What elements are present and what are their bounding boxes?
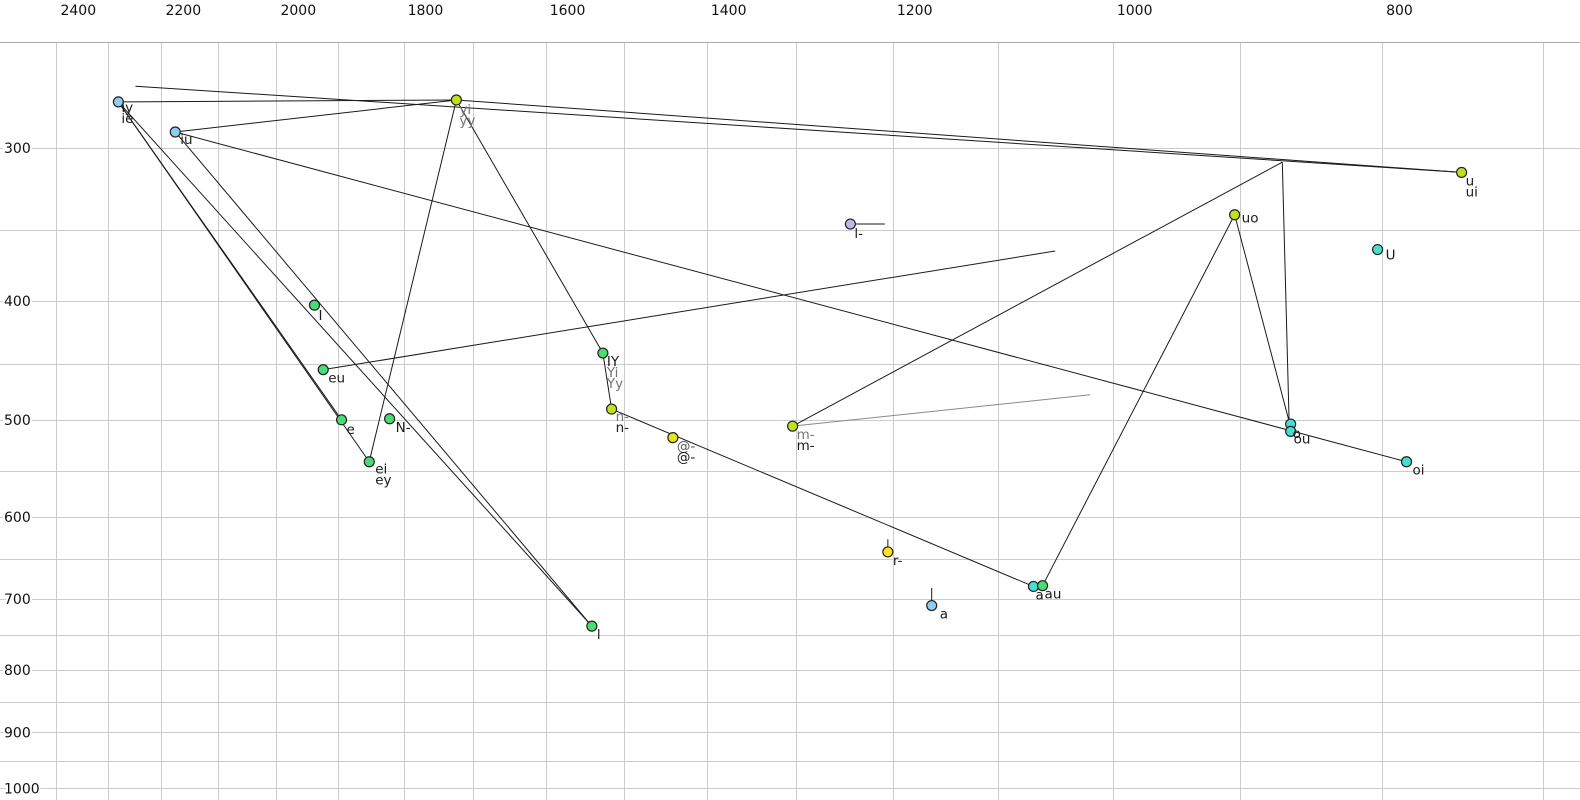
data-point-N-[interactable]	[384, 413, 396, 425]
point-label-ou: ou	[1294, 431, 1311, 447]
point-label-n-: n-	[616, 420, 630, 436]
trajectory-line-10	[368, 99, 457, 462]
point-label-iy: iy	[121, 100, 133, 116]
point-label-ey: ey	[375, 473, 391, 489]
data-point-I[interactable]	[308, 299, 321, 311]
point-label-uo: uo	[1242, 211, 1259, 227]
data-point-au[interactable]	[1036, 580, 1049, 592]
trajectory-line-9	[611, 408, 1034, 587]
data-point-IY[interactable]	[597, 347, 609, 359]
point-label-a: a	[940, 607, 948, 623]
trajectory-line-14	[792, 394, 1091, 427]
trajectory-line-18	[1042, 214, 1236, 586]
y-tick-900: 900	[4, 725, 31, 741]
point-label-a: a	[1035, 587, 1043, 603]
trajectory-line-4	[175, 99, 457, 133]
data-point-uo[interactable]	[1229, 209, 1241, 221]
y-tick-1000: 1000	[4, 781, 40, 797]
trajectory-line-19	[175, 131, 1407, 463]
point-label-I: I	[318, 308, 322, 324]
data-point-r-[interactable]	[882, 546, 894, 558]
trajectory-line-5	[456, 99, 1462, 173]
data-point-n-[interactable]	[606, 403, 618, 415]
point-label-au: au	[1045, 587, 1062, 603]
x-tick-800: 800	[1386, 3, 1413, 19]
data-point-iy[interactable]	[112, 96, 124, 108]
point-label-ui: ui	[1466, 184, 1478, 200]
x-axis-ticks: 2400 2200 2000 1800 1600 1400 1200 1000 800	[58, 1, 1414, 21]
trajectory-line-3	[174, 131, 593, 627]
data-point-@-[interactable]	[667, 432, 679, 444]
trajectory-line-0	[118, 99, 457, 103]
point-label-@-: @-	[677, 439, 696, 455]
point-label-iu: iu	[180, 132, 192, 148]
trajectory-line-6	[135, 85, 1462, 173]
data-point-u[interactable]	[1456, 166, 1468, 179]
y-tick-800: 800	[4, 663, 31, 679]
x-tick-1800: 1800	[408, 3, 444, 19]
x-tick-1000: 1000	[1117, 3, 1153, 19]
point-label-IY: IY	[607, 354, 620, 370]
x-tick-2000: 2000	[280, 3, 316, 19]
point-label-m-: m-	[797, 438, 815, 454]
point-label-@-: @-	[677, 450, 696, 466]
data-point-m-[interactable]	[786, 420, 799, 432]
point-label-ei: ei	[375, 462, 387, 478]
point-label-l: l	[597, 627, 601, 643]
data-point-yi[interactable]	[450, 94, 462, 106]
data-point-l-[interactable]	[844, 218, 856, 230]
x-tick-1400: 1400	[711, 3, 747, 19]
data-point-e[interactable]	[335, 414, 348, 426]
point-label-ie: ie	[121, 111, 133, 127]
trajectory-lines	[117, 85, 1462, 627]
data-point-U[interactable]	[1372, 243, 1384, 256]
point-label-yi: yi	[459, 102, 471, 118]
point-label-oi: oi	[1412, 463, 1424, 479]
y-tick-600: 600	[4, 510, 31, 526]
point-label-eu: eu	[328, 371, 345, 387]
point-label-N-: N-	[396, 420, 411, 436]
data-point-l[interactable]	[586, 620, 598, 632]
data-point-iu[interactable]	[169, 126, 181, 138]
y-tick-400: 400	[4, 294, 31, 310]
point-label-n-: n-	[616, 409, 630, 425]
data-point-ou[interactable]	[1285, 425, 1297, 437]
point-label-Yy: Yy	[606, 376, 623, 392]
y-tick-300: 300	[4, 141, 31, 157]
data-point-a[interactable]	[926, 599, 938, 612]
point-label-u: u	[1466, 173, 1475, 189]
point-label-yy: yy	[459, 113, 475, 129]
y-tick-500: 500	[4, 413, 31, 429]
trajectory-line-13	[792, 161, 1283, 427]
point-label-U: U	[1386, 248, 1396, 264]
y-axis-ticks: 300 400 500 600 700 800 900 1000	[2, 139, 42, 799]
point-label-m-: m-	[797, 427, 815, 443]
x-tick-2400: 2400	[60, 3, 96, 19]
trajectory-line-16	[1281, 162, 1290, 428]
point-label-l-: l-	[854, 226, 863, 242]
point-label-r-: r-	[893, 553, 903, 569]
trajectory-line-12	[323, 250, 1056, 371]
formant-grid	[0, 42, 1580, 800]
x-tick-1200: 1200	[897, 3, 933, 19]
x-tick-1600: 1600	[550, 3, 586, 19]
point-label-o: o	[1293, 426, 1301, 442]
trajectory-line-17	[1234, 214, 1292, 428]
data-point-eu[interactable]	[317, 364, 329, 376]
data-point-ei[interactable]	[363, 456, 375, 468]
trajectory-line-8	[602, 352, 613, 410]
point-label-Yi: Yi	[606, 365, 619, 381]
trajectory-line-11	[117, 101, 370, 463]
y-tick-700: 700	[4, 592, 31, 608]
data-point-oi[interactable]	[1400, 456, 1413, 468]
point-label-e: e	[347, 422, 355, 438]
vowel-points	[112, 94, 1468, 632]
x-tick-2200: 2200	[165, 3, 201, 19]
